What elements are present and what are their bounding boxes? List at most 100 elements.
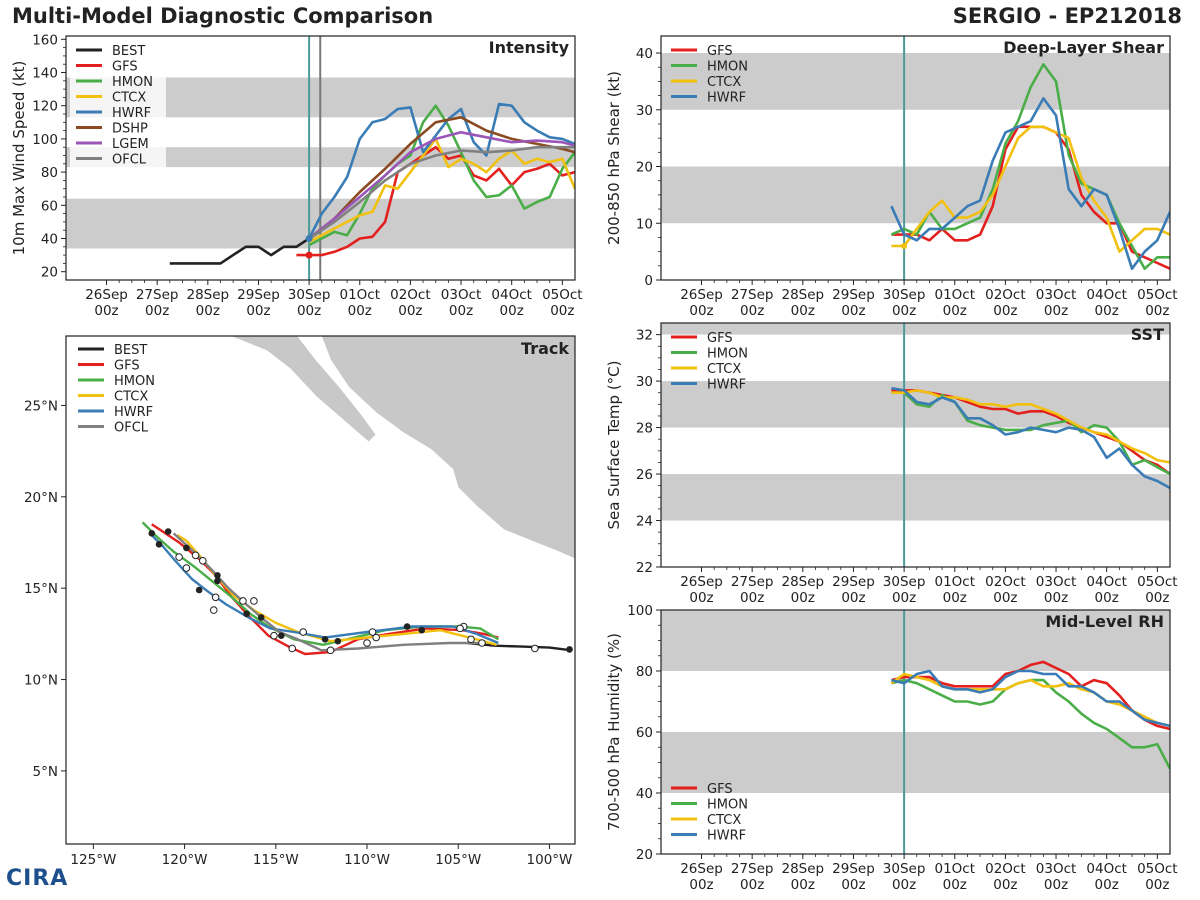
shear-xtick-label: 03Oct [1036,287,1077,303]
track-marker-filled [334,637,342,645]
intensity-ytick-label: 140 [32,66,58,82]
track-marker-open [182,564,191,572]
shear-xtick-label: 00z [993,303,1017,319]
track-marker-open [368,628,377,636]
track-xtick-label: 115°W [253,852,299,868]
intensity-legend-label-hwrf: HWRF [112,106,151,121]
rh-xtick-label: 00z [1095,877,1119,893]
sst-ytick-label: 22 [636,560,653,576]
shear-ylabel: 200-850 hPa Shear (kt) [605,71,623,245]
track-marker-open [250,597,258,605]
shear-band-1 [661,53,1170,110]
sst-xtick-label: 02Oct [985,574,1026,590]
track-legend-label-ofcl: OFCL [114,421,149,436]
shear-xtick-label: 00z [841,303,865,319]
rh-legend-label-hmon: HMON [707,798,748,813]
intensity-legend-label-ofcl: OFCL [112,153,147,168]
rh-xtick-label: 00z [1145,877,1169,893]
shear-legend-label-ctcx: CTCX [707,75,741,90]
shear-ytick-label: 20 [636,160,653,176]
track-ytick-label: 5°N [33,764,58,780]
rh-xtick-label: 26Sep [680,861,723,877]
sst-ytick-label: 30 [636,374,653,390]
sst-frame [660,322,1171,568]
shear-ytick-label: 40 [636,46,653,62]
intensity-xtick-label: 00z [398,303,422,319]
shear-xtick-label: 00z [791,303,815,319]
rh-xtick-label: 03Oct [1036,861,1077,877]
track-xtick-label: 100°W [527,852,573,868]
track-marker-filled [214,572,221,579]
rh-band-0 [661,732,1170,793]
shear-xtick-label: 28Sep [781,287,824,303]
sst-legend-label-hmon: HMON [707,347,748,362]
rh-xtick-label: 29Sep [832,861,875,877]
track-marker-open [209,606,218,614]
track-marker-open [299,628,307,636]
rh-ytick-label: 80 [636,664,653,680]
track-xtick-label: 110°W [344,852,390,868]
shear-xtick-label: 00z [943,303,967,319]
track-marker-filled [277,632,285,639]
track-marker-open [456,624,464,633]
rh-xtick-label: 00z [689,877,713,893]
track-legend-label-hmon: HMON [114,374,155,389]
sst-xtick-label: 00z [993,590,1017,606]
track-series-ofcl [172,532,486,652]
panel-shear: 01020304026Sep00z27Sep00z28Sep00z29Sep00… [605,35,1178,319]
intensity-legend-label-best: BEST [112,44,145,59]
rh-legend-label-gfs: GFS [707,782,733,797]
sst-ytick-label: 28 [636,421,653,437]
intensity-ytick-label: 160 [32,32,58,48]
rh-ytick-label: 100 [627,603,653,619]
rh-ytick-label: 60 [636,725,653,741]
sst-xtick-label: 26Sep [680,574,723,590]
track-marker-filled [148,530,156,537]
intensity-init-marker-gfs [305,251,313,259]
intensity-legend-label-hmon: HMON [112,75,153,90]
intensity-xtick-label: 00z [246,303,270,319]
track-marker-open [211,593,220,602]
rh-xtick-label: 00z [791,877,815,893]
shear-xtick-label: 29Sep [832,287,875,303]
sst-xtick-label: 29Sep [832,574,875,590]
track-marker-open [270,631,278,640]
intensity-ytick-label: 20 [41,265,58,281]
intensity-xtick-label: 28Sep [186,287,229,303]
cira-logo: CIRA [6,866,69,891]
sst-legend-label-gfs: GFS [707,331,733,346]
shear-series-ctcx [891,125,1170,253]
intensity-xtick-label: 00z [196,303,220,319]
track-marker-filled [183,544,190,552]
intensity-xtick-label: 30Sep [288,287,331,303]
shear-xtick-label: 00z [1095,303,1119,319]
track-marker-open [372,633,380,642]
intensity-xtick-label: 29Sep [237,287,280,303]
sst-xtick-label: 00z [791,590,815,606]
track-marker-open [239,597,247,605]
intensity-series-hwrf [307,102,575,240]
intensity-xtick-label: 00z [297,303,321,319]
intensity-legend-label-gfs: GFS [112,60,138,75]
track-xtick-label: 120°W [162,852,208,868]
panel-sst: 22242628303226Sep00z27Sep00z28Sep00z29Se… [605,322,1178,606]
shear-legend-label-hwrf: HWRF [707,91,746,106]
shear-xtick-label: 00z [1044,303,1068,319]
track-series-hwrf [150,534,499,645]
track-marker-open [175,553,183,561]
shear-xtick-label: 26Sep [680,287,723,303]
panel-rh: 2040608010026Sep00z27Sep00z28Sep00z29Sep… [605,603,1178,893]
intensity-xtick-label: 05Oct [542,287,583,303]
intensity-xtick-label: 00z [500,303,524,319]
intensity-xtick-label: 00z [94,303,118,319]
rh-ytick-label: 40 [636,786,653,802]
shear-title: Deep-Layer Shear [1003,38,1164,57]
shear-xtick-label: 01Oct [934,287,975,303]
sst-xtick-label: 00z [1095,590,1119,606]
rh-series-hwrf [891,669,1170,728]
sst-series-hwrf [891,386,1170,490]
intensity-xtick-label: 01Oct [339,287,380,303]
intensity-xtick-label: 02Oct [390,287,431,303]
